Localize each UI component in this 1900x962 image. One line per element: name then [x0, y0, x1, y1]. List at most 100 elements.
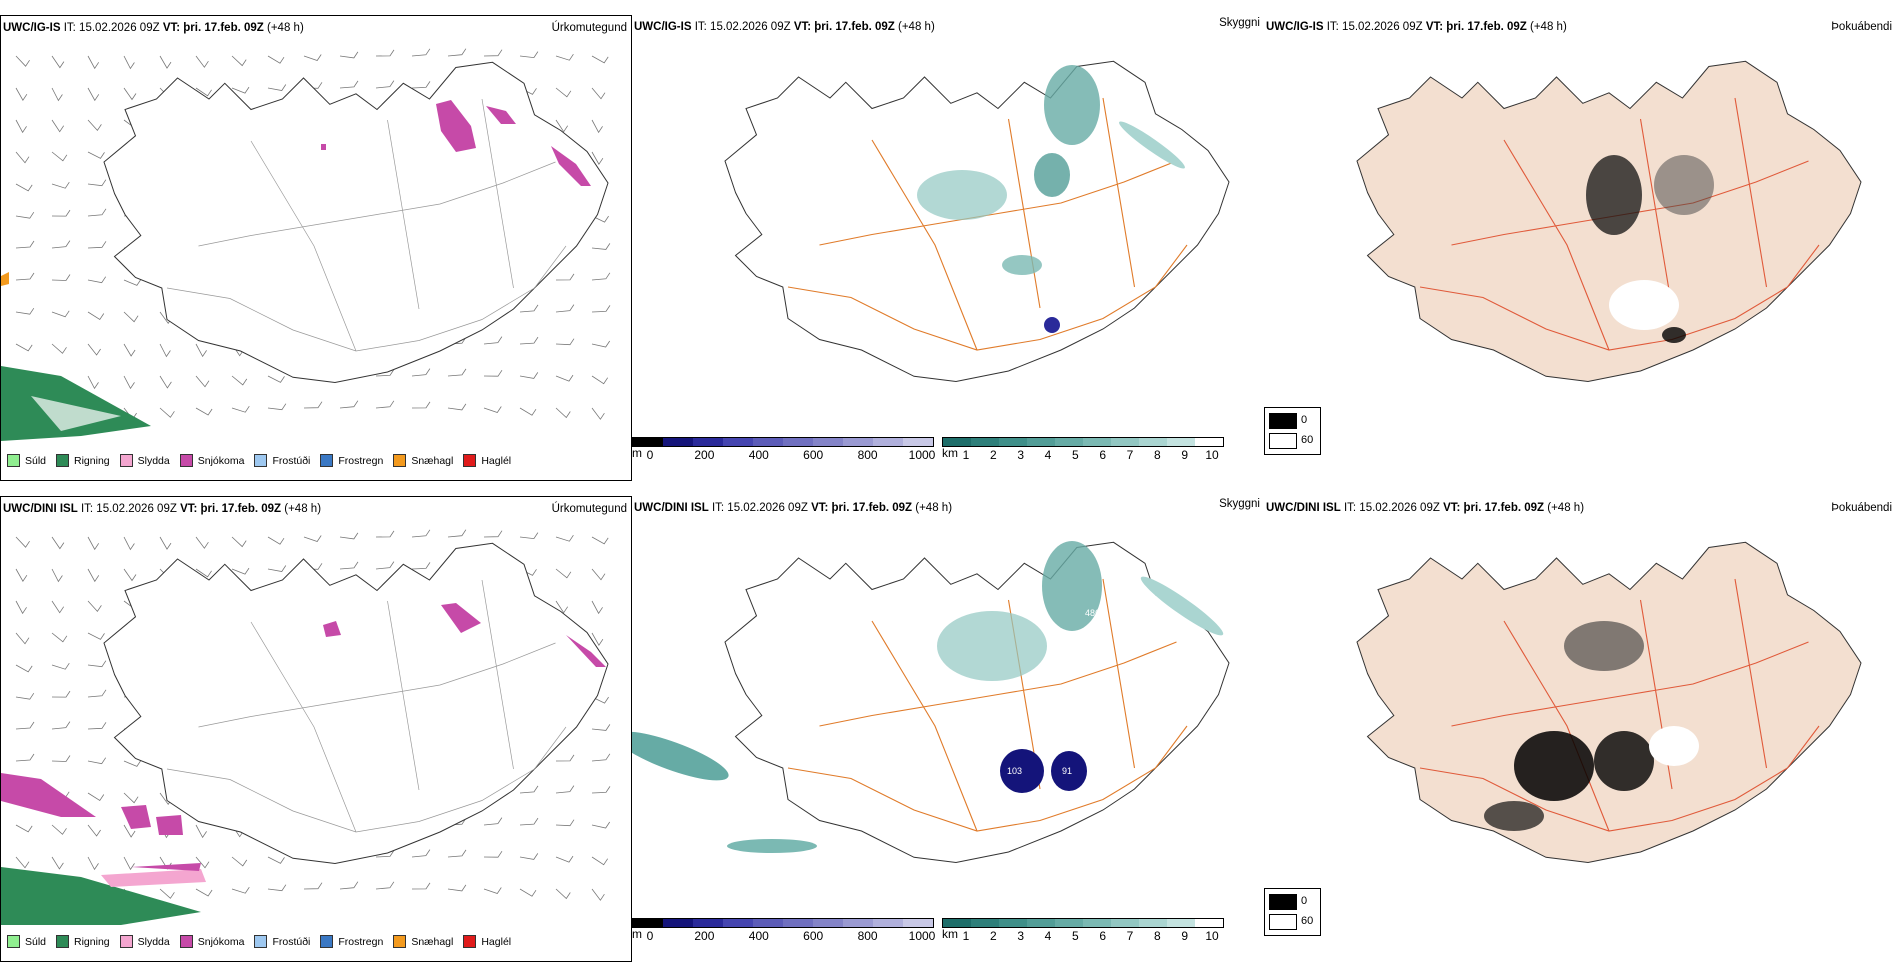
- colorbar-tick: 800: [857, 448, 878, 462]
- legend-swatch: [7, 935, 20, 948]
- colorbar-tick: 7: [1126, 448, 1134, 462]
- ceiling-label: 91: [1062, 766, 1072, 776]
- lead-time: (+48 h): [267, 22, 304, 34]
- model-name: UWC/DINI ISL: [1266, 502, 1341, 514]
- legend-swatch: [7, 454, 20, 467]
- legend-label: Rigning: [74, 935, 110, 948]
- colorbar-tick: 6: [1099, 929, 1106, 943]
- panel-header: UWC/IG-IS IT: 15.02.2026 09Z VT: þri. 17…: [634, 21, 935, 33]
- lead-time: (+48 h): [284, 503, 322, 515]
- legend-item: Frostregn: [320, 935, 383, 948]
- init-time: 15.02.2026 09Z: [96, 503, 177, 515]
- panel-type-label: Skyggni: [1219, 498, 1260, 510]
- legend-label: Haglél: [481, 935, 512, 948]
- model-name: UWC/IG-IS: [3, 22, 61, 34]
- legend-label: Frostregn: [338, 454, 384, 467]
- legend-swatch: [320, 935, 334, 948]
- fog-legend: 0 60: [1264, 407, 1321, 455]
- legend-swatch: [254, 935, 268, 948]
- legend-item: Frostúði: [254, 935, 310, 948]
- precip-legend: Súld Rigning Slydda Snjókoma Frostúði Frostre…: [7, 454, 511, 467]
- model-name: UWC/IG-IS: [1266, 21, 1324, 33]
- legend-item: Haglél: [463, 935, 511, 948]
- precip-legend: Súld Rigning Slydda Snjókoma Frostúði Frostre…: [7, 935, 511, 948]
- lead-time: (+48 h): [898, 21, 935, 33]
- panel-header: UWC/DINI ISL IT: 15.02.2026 09Z VT: þri.…: [634, 502, 952, 514]
- colorbar-tick: 3: [1017, 448, 1024, 462]
- it-label: IT:: [80, 503, 94, 515]
- panel-header: UWC/DINI ISL IT: 15.02.2026 09Z VT: þri.…: [1266, 502, 1584, 514]
- precip-type-panel-bottom: UWC/DINI ISL IT: 15.02.2026 09Z VT: þri.…: [0, 496, 632, 962]
- legend-label: Slydda: [137, 454, 170, 467]
- it-label: IT:: [1343, 502, 1357, 514]
- fog-panel-top: UWC/IG-IS IT: 15.02.2026 09Z VT: þri. 17…: [1264, 15, 1896, 481]
- ceiling-colorbar: 0 200 400 600 800 1000 m: [632, 437, 935, 462]
- legend-swatch: [393, 454, 407, 467]
- colorbar-tick: 1: [962, 929, 970, 943]
- panel-header: UWC/DINI ISL IT: 15.02.2026 09Z VT: þri.…: [3, 503, 321, 515]
- visibility-unit: km: [942, 446, 958, 460]
- legend-label: Frostúði: [272, 454, 311, 467]
- valid-time: þri. 17.feb. 09Z: [200, 503, 282, 515]
- vt-label: VT:: [1425, 21, 1444, 33]
- vt-label: VT:: [180, 503, 198, 515]
- legend-item: Slydda: [119, 935, 170, 948]
- colorbar-tick: 400: [748, 448, 769, 462]
- legend-item: Rigning: [56, 935, 110, 948]
- colorbar-tick: 0: [646, 929, 654, 943]
- colorbar-tick: 2: [989, 448, 997, 462]
- colorbar-tick: 600: [803, 929, 824, 943]
- model-name: UWC/DINI ISL: [3, 503, 78, 515]
- it-label: IT:: [63, 22, 76, 34]
- init-time: 15.02.2026 09Z: [710, 21, 791, 33]
- precip-map: [1, 48, 611, 441]
- vt-label: VT:: [162, 22, 181, 34]
- colorbar-tick: 200: [694, 929, 715, 943]
- legend-label: Snjókoma: [197, 454, 245, 467]
- legend-item: Snæhagl: [393, 454, 453, 467]
- fog-panel-bottom: UWC/DINI ISL IT: 15.02.2026 09Z VT: þri.…: [1264, 496, 1896, 962]
- fog-map: [1356, 541, 1862, 864]
- vt-label: VT:: [793, 21, 812, 33]
- legend-swatch: [56, 935, 70, 948]
- colorbar-tick: 8: [1153, 448, 1161, 462]
- legend-label: Slydda: [137, 935, 170, 948]
- legend-item: Súld: [7, 454, 46, 467]
- legend-label: Haglél: [481, 454, 512, 467]
- it-label: IT:: [694, 21, 707, 33]
- ceiling-label: 103: [1007, 766, 1022, 776]
- colorbar-tick: 400: [748, 929, 769, 943]
- legend-label: Súld: [25, 454, 47, 467]
- panel-header: UWC/IG-IS IT: 15.02.2026 09Z VT: þri. 17…: [3, 22, 304, 34]
- colorbar-tick: 1: [962, 448, 970, 462]
- colorbar-tick: 0: [646, 448, 654, 462]
- legend-swatch: [393, 935, 407, 948]
- legend-label: Súld: [25, 935, 47, 948]
- vt-label: VT:: [811, 502, 829, 514]
- valid-time: þri. 17.feb. 09Z: [1463, 502, 1545, 514]
- colorbar-tick: 1000: [908, 929, 936, 943]
- visibility-unit: km: [942, 927, 958, 941]
- it-label: IT:: [711, 502, 725, 514]
- vt-label: VT:: [1443, 502, 1461, 514]
- legend-label: Snæhagl: [411, 454, 454, 467]
- visibility-panel-bottom: UWC/DINI ISL IT: 15.02.2026 09Z VT: þri.…: [632, 496, 1264, 962]
- colorbar-tick: 5: [1071, 929, 1079, 943]
- panel-type-label: Úrkomutegund: [551, 503, 627, 515]
- legend-swatch: [119, 454, 133, 467]
- legend-item: Frostúði: [254, 454, 310, 467]
- init-time: 15.02.2026 09Z: [1342, 21, 1423, 33]
- legend-swatch: [320, 454, 334, 467]
- model-name: UWC/IG-IS: [634, 21, 692, 33]
- init-time: 15.02.2026 09Z: [79, 22, 160, 34]
- colorbar-tick: 10: [1205, 448, 1219, 462]
- legend-item: Slydda: [119, 454, 170, 467]
- colorbar-tick: 600: [803, 448, 824, 462]
- colorbar-tick: 9: [1181, 448, 1188, 462]
- ceiling-label: 420: [942, 586, 957, 596]
- visibility-colorbar: 1 2 3 4 5 6 7 8 9 10 km: [942, 918, 1224, 943]
- panel-type-label: Þokuábendi: [1831, 502, 1892, 514]
- legend-swatch: [179, 935, 193, 948]
- colorbar-tick: 8: [1153, 929, 1161, 943]
- colorbar-tick: 3: [1017, 929, 1024, 943]
